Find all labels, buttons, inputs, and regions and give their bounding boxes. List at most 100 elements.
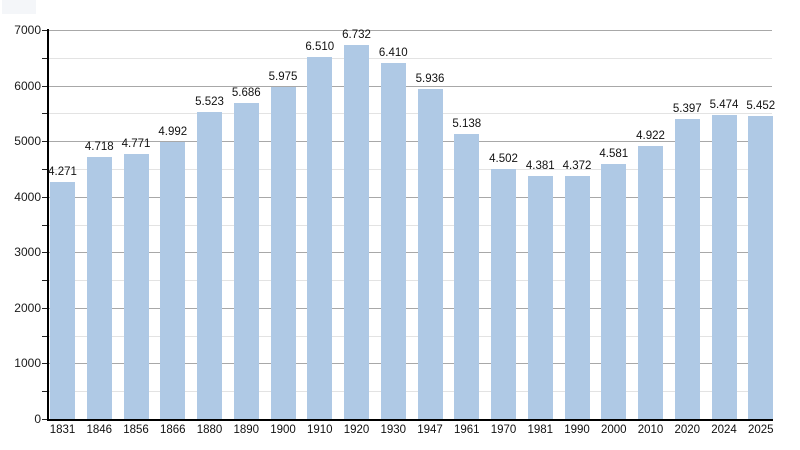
x-axis-line [47, 419, 773, 421]
x-tick-label: 1900 [270, 424, 296, 436]
plot-area: 4.271 4.718 4.771 4.992 5.523 5.686 5.975 6.510… [48, 28, 775, 419]
y-axis-tick [42, 252, 48, 254]
x-tick-label: 1970 [490, 424, 517, 436]
y-tick-label: 0 [34, 412, 41, 426]
x-tick-label: 2025 [748, 424, 774, 436]
bar-1930 [380, 62, 406, 419]
bar-value-label: 4.771 [121, 137, 151, 150]
y-axis-tick [42, 85, 48, 87]
major-gridline [48, 141, 772, 143]
bar-2010 [638, 145, 663, 419]
x-tick-label: 1990 [564, 424, 590, 436]
bar-value-label: 5.474 [709, 98, 739, 111]
minor-gridline [48, 224, 772, 226]
bar-1846 [86, 156, 112, 419]
x-tick-label: 1880 [196, 424, 223, 436]
bar-value-label: 4.502 [489, 152, 518, 165]
bar-1880 [197, 112, 222, 419]
bar-2024 [711, 114, 737, 419]
x-tick-label: 1846 [86, 424, 113, 436]
y-axis-tick [42, 141, 48, 143]
x-tick-label: 2020 [674, 424, 701, 436]
bar-value-label: 5.138 [452, 117, 482, 130]
y-tick-label: 3000 [14, 245, 41, 260]
bar-value-label: 5.397 [672, 103, 702, 116]
x-tick-label: 1930 [380, 424, 407, 436]
y-axis-tick [42, 168, 48, 170]
bar-1831 [50, 181, 75, 419]
bar-value-label: 4.271 [48, 165, 77, 178]
bar-value-label: 4.718 [84, 140, 114, 153]
bar-value-label: 5.523 [195, 96, 224, 109]
y-tick-label: 7000 [14, 23, 41, 37]
y-axis-tick [42, 224, 48, 226]
bar-value-label: 5.686 [231, 87, 261, 99]
x-tick-label: 1856 [123, 424, 149, 436]
major-gridline [48, 85, 772, 87]
bar-1866 [160, 141, 186, 419]
y-tick-label: 5000 [14, 134, 41, 149]
y-axis-tick [42, 57, 48, 59]
x-tick-label: 2000 [601, 424, 627, 436]
x-tick-label: 1910 [307, 424, 333, 436]
bar-value-label: 6.510 [305, 41, 335, 54]
y-tick-label: 6000 [14, 78, 41, 93]
minor-gridline [48, 57, 772, 59]
bar-value-label: 6.410 [378, 46, 408, 59]
x-tick-label: 1890 [233, 424, 260, 436]
major-gridline [48, 30, 772, 31]
major-gridline [48, 252, 772, 254]
bar-1947 [417, 89, 443, 419]
y-tick-label: 1000 [14, 356, 41, 371]
minor-gridline [48, 391, 772, 393]
bar-1990 [564, 176, 590, 419]
bar-1920 [344, 44, 369, 419]
major-gridline [48, 307, 772, 309]
bar-1910 [307, 57, 333, 419]
bar-value-label: 4.381 [525, 159, 555, 172]
bar-value-label: 4.372 [562, 160, 592, 172]
bar-2025 [748, 116, 774, 419]
bar-1961 [454, 133, 480, 419]
y-axis-tick [42, 196, 48, 198]
y-axis-tick [42, 335, 48, 337]
bar-1970 [491, 168, 516, 419]
x-tick-label: 2010 [637, 424, 664, 436]
y-tick-label: 4000 [14, 189, 41, 204]
y-axis-tick [42, 30, 48, 31]
y-axis-tick [42, 419, 48, 420]
x-tick-label: 1866 [160, 424, 186, 436]
corner-artifact [2, 0, 36, 14]
bar-1856 [123, 153, 149, 419]
y-axis-tick [42, 363, 48, 365]
bar-value-label: 5.975 [268, 71, 298, 83]
bar-1900 [270, 87, 296, 419]
y-axis-tick [42, 113, 48, 115]
x-tick-label: 1981 [527, 424, 554, 436]
y-axis-tick [42, 280, 48, 282]
bar-value-label: 5.452 [746, 100, 776, 112]
bar-value-label: 5.936 [415, 73, 445, 86]
bar-value-label: 6.732 [342, 28, 371, 41]
minor-gridline [48, 113, 772, 115]
bar-value-label: 4.922 [636, 129, 665, 142]
y-axis-tick [42, 307, 48, 309]
bar-value-label: 4.992 [158, 125, 188, 138]
major-gridline [48, 363, 772, 365]
minor-gridline [48, 335, 772, 337]
major-gridline [48, 196, 772, 198]
y-axis-tick [42, 391, 48, 393]
x-tick-label: 1831 [49, 424, 76, 436]
x-tick-label: 1961 [454, 424, 480, 436]
bar-2020 [674, 119, 700, 419]
minor-gridline [48, 280, 772, 282]
bar-2000 [601, 164, 627, 419]
bar-value-label: 4.581 [599, 148, 629, 161]
x-tick-label: 2024 [711, 424, 737, 436]
x-tick-label: 1947 [417, 424, 443, 436]
y-axis-line [47, 29, 49, 421]
bar-1890 [233, 103, 259, 419]
minor-gridline [48, 168, 772, 170]
y-tick-label: 2000 [14, 300, 41, 315]
